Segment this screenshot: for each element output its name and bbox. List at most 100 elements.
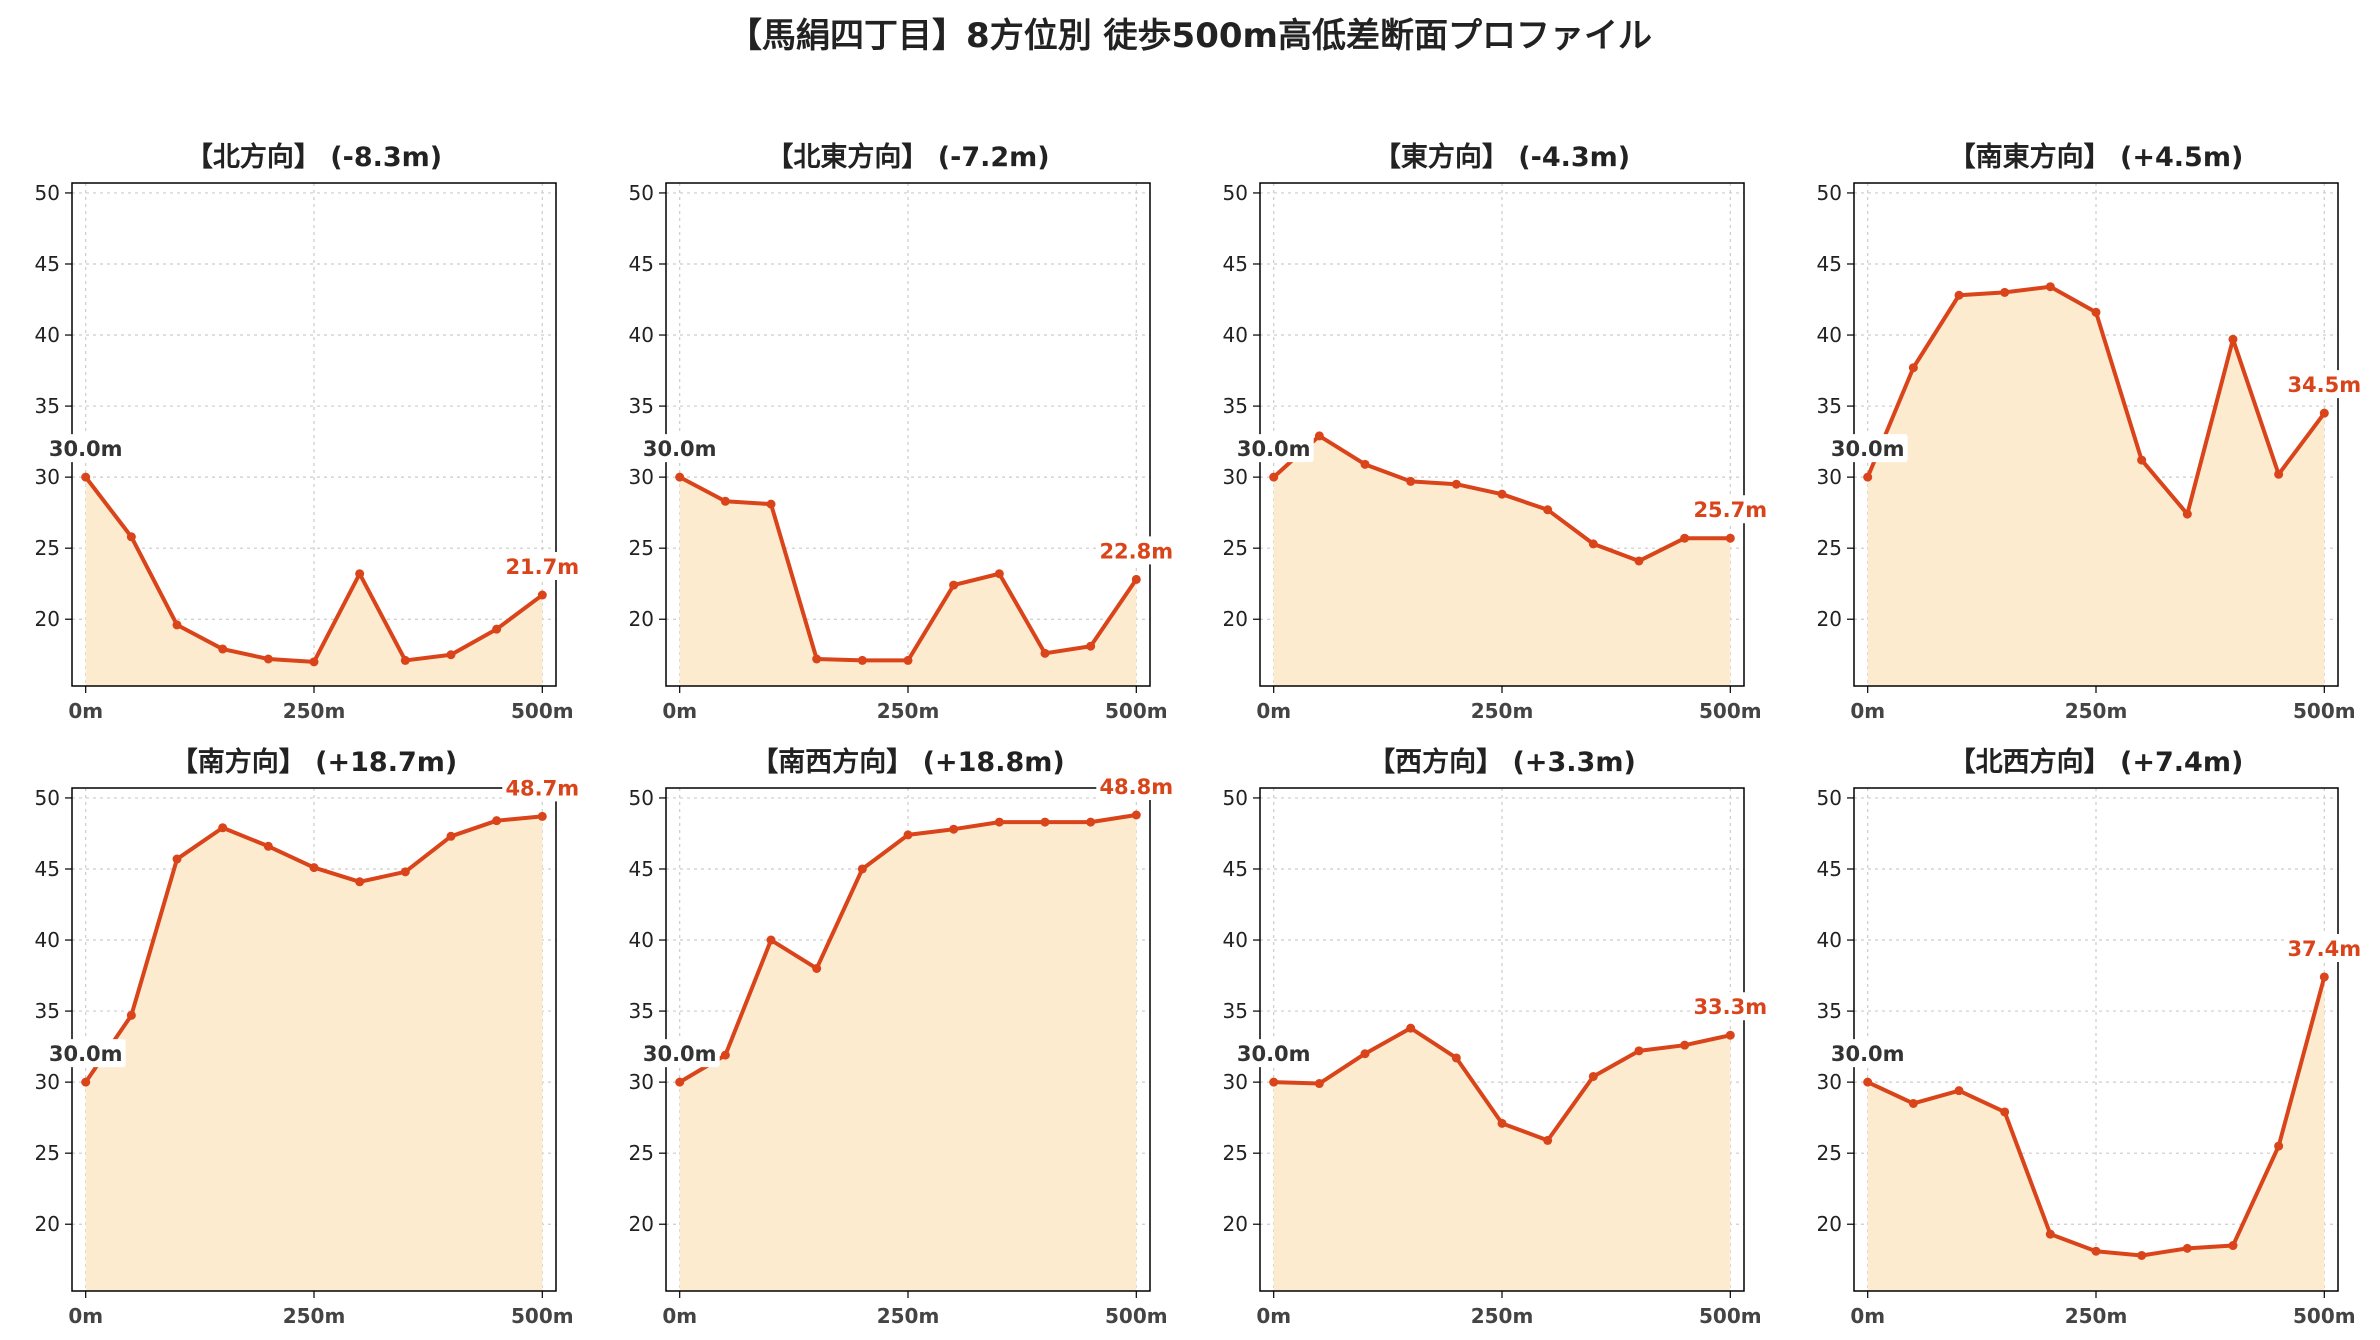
end-label-box	[2284, 933, 2365, 962]
x-tick-label: 500m	[1105, 699, 1168, 723]
data-point	[1725, 533, 1735, 543]
y-tick-label: 20	[1817, 1212, 1842, 1236]
y-tick-label: 30	[1223, 465, 1248, 489]
chart-title: 【南西方向】 (+18.8m)	[751, 747, 1065, 778]
data-point	[994, 569, 1004, 579]
data-point	[1908, 363, 1918, 373]
x-tick-label: 250m	[1471, 699, 1534, 723]
data-point	[2045, 1229, 2055, 1239]
x-tick-label: 0m	[68, 699, 103, 723]
y-tick-label: 50	[1817, 181, 1842, 205]
start-value-label: 30.0m	[643, 1042, 717, 1066]
start-label-box	[1233, 1039, 1314, 1068]
end-label-box	[502, 773, 583, 802]
data-point	[1451, 1053, 1461, 1063]
chart-panel: 【南方向】 (+18.7m) 20 25 30 35 40 45 50 0m 250m 500m 30…	[35, 747, 583, 1328]
data-point	[1269, 1077, 1279, 1087]
data-point	[2182, 509, 2192, 519]
data-point	[903, 830, 913, 840]
x-tick-label: 500m	[1699, 1304, 1762, 1328]
data-point	[2274, 469, 2284, 479]
data-point	[2228, 334, 2238, 344]
data-point	[309, 863, 319, 873]
data-point	[1131, 574, 1141, 584]
area-fill	[679, 477, 1137, 686]
data-point	[446, 831, 456, 841]
chart-title: 【北西方向】 (+7.4m)	[1948, 747, 2244, 778]
chart-title: 【西方向】 (+3.3m)	[1368, 747, 1636, 778]
data-point	[675, 472, 685, 482]
x-tick-label: 250m	[1471, 1304, 1534, 1328]
data-point	[446, 650, 456, 660]
start-value-label: 30.0m	[1237, 1042, 1311, 1066]
y-tick-label: 35	[1223, 999, 1248, 1023]
data-point	[172, 854, 182, 864]
data-point	[126, 1010, 136, 1020]
end-label-box	[1690, 992, 1771, 1021]
start-value-label: 30.0m	[1237, 437, 1311, 461]
data-point	[1954, 1086, 1964, 1096]
x-tick-label: 500m	[511, 699, 574, 723]
data-point	[1497, 1118, 1507, 1128]
y-tick-label: 20	[1223, 607, 1248, 631]
y-tick-label: 40	[629, 323, 654, 347]
y-tick-label: 20	[629, 607, 654, 631]
start-label-box	[45, 434, 126, 463]
chart-panel: 【北西方向】 (+7.4m) 20 25 30 35 40 45 50 0m 250m 500m 30…	[1817, 747, 2365, 1328]
data-point	[1086, 641, 1096, 651]
y-tick-label: 50	[35, 181, 60, 205]
x-tick-label: 0m	[1256, 1304, 1291, 1328]
data-point	[2228, 1241, 2238, 1251]
x-tick-label: 250m	[283, 699, 346, 723]
end-value-label: 48.8m	[1099, 775, 1173, 799]
y-tick-label: 30	[1817, 1070, 1842, 1094]
data-point	[1543, 1135, 1553, 1145]
y-tick-label: 40	[629, 928, 654, 952]
end-value-label: 48.7m	[505, 776, 579, 800]
start-label-box	[1827, 434, 1908, 463]
data-point	[1314, 1079, 1324, 1089]
y-tick-label: 20	[1817, 607, 1842, 631]
data-point	[1040, 817, 1050, 827]
x-tick-label: 250m	[2065, 699, 2128, 723]
y-tick-label: 25	[1817, 1141, 1842, 1165]
y-tick-label: 50	[1817, 786, 1842, 810]
start-value-label: 30.0m	[49, 437, 123, 461]
y-tick-label: 40	[1817, 323, 1842, 347]
y-tick-label: 25	[629, 1141, 654, 1165]
y-tick-label: 25	[1223, 1141, 1248, 1165]
area-fill	[85, 477, 543, 686]
data-point	[1680, 533, 1690, 543]
data-point	[355, 569, 365, 579]
x-tick-label: 0m	[1256, 699, 1291, 723]
area-fill	[679, 814, 1137, 1291]
end-value-label: 37.4m	[2287, 937, 2361, 961]
data-point	[1406, 476, 1416, 486]
data-point	[1497, 489, 1507, 499]
data-point	[400, 867, 410, 877]
end-label-box	[1096, 536, 1177, 565]
data-point	[1360, 1049, 1370, 1059]
data-point	[1360, 459, 1370, 469]
data-point	[218, 644, 228, 654]
y-tick-label: 30	[1817, 465, 1842, 489]
y-tick-label: 20	[1223, 1212, 1248, 1236]
y-tick-label: 20	[629, 1212, 654, 1236]
chart-panel: 【北方向】 (-8.3m) 20 25 30 35 40 45 50 0m 250m 500m 30.…	[35, 142, 583, 723]
end-label-box	[502, 552, 583, 581]
data-point	[172, 620, 182, 630]
chart-title: 【北方向】 (-8.3m)	[185, 142, 443, 173]
x-tick-label: 500m	[2293, 1304, 2356, 1328]
y-tick-label: 25	[1223, 536, 1248, 560]
data-point	[2000, 287, 2010, 297]
y-tick-label: 35	[35, 394, 60, 418]
x-tick-label: 0m	[662, 699, 697, 723]
y-tick-label: 50	[629, 181, 654, 205]
start-label-box	[1233, 434, 1314, 463]
data-point	[1543, 505, 1553, 515]
start-value-label: 30.0m	[49, 1042, 123, 1066]
end-label-box	[1690, 495, 1771, 524]
y-tick-label: 40	[1223, 323, 1248, 347]
